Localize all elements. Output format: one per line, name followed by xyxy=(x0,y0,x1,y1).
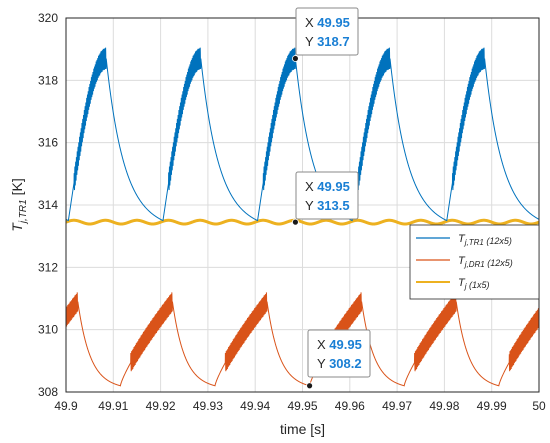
y-tick-label: 310 xyxy=(38,323,58,337)
legend-entry: Tj,DR1 (12x5) xyxy=(458,255,513,269)
y-axis-label-unit: [K] xyxy=(9,178,25,199)
x-tick-label: 49.94 xyxy=(240,399,270,413)
y-tick-label: 318 xyxy=(38,73,58,87)
y-tick-label: 320 xyxy=(38,11,58,25)
y-tick-label: 314 xyxy=(38,198,58,212)
datatip-marker xyxy=(292,55,299,62)
datatip-box xyxy=(295,171,359,220)
y-axis-label: Tj,TR1 [K] xyxy=(9,178,29,231)
datatip-marker xyxy=(292,218,299,226)
y-tick-labels: 308 310 312 314 316 318 320 xyxy=(38,11,58,399)
series-layer xyxy=(65,47,540,387)
y-tick-label: 308 xyxy=(38,385,58,399)
x-tick-label: 49.92 xyxy=(146,399,176,413)
y-axis-label-sub: j,TR1 xyxy=(18,199,29,225)
series-line-tj xyxy=(65,218,540,226)
x-tick-label: 49.98 xyxy=(429,399,459,413)
data-tips: X 49.95 Y 318.7 X 49.95 Y 313.5 X 49.95 Y 308… xyxy=(292,7,371,390)
legend-entry: Tj,TR1 (12x5) xyxy=(458,233,512,247)
series-line-tj-dr1 xyxy=(65,292,540,387)
datatip-y: Y 308.2 xyxy=(317,356,362,371)
x-tick-labels: 49.9 49.91 49.92 49.93 49.94 49.95 49.96 49.97 4… xyxy=(54,399,546,413)
y-axis-label-main: T xyxy=(9,222,25,232)
legend-entry: Tj (1x5) xyxy=(458,277,490,291)
legend: Tj,TR1 (12x5) Tj,DR1 (12x5) Tj (1x5) xyxy=(409,224,540,300)
datatip-y: Y 313.5 xyxy=(305,198,350,213)
datatip-y: Y 318.7 xyxy=(305,34,350,49)
x-tick-label: 49.93 xyxy=(193,399,223,413)
x-tick-label: 49.95 xyxy=(287,399,317,413)
series-line-tj-tr1 xyxy=(65,47,540,222)
datatip-box xyxy=(307,329,371,378)
datatip-x: X 49.95 xyxy=(317,337,362,352)
y-tick-label: 312 xyxy=(38,260,58,274)
x-tick-label: 49.97 xyxy=(382,399,412,413)
x-tick-label: 49.96 xyxy=(335,399,365,413)
datatip-x: X 49.95 xyxy=(305,15,350,30)
y-tick-label: 316 xyxy=(38,136,58,150)
legend-box xyxy=(409,224,540,300)
x-tick-label: 49.9 xyxy=(54,399,78,413)
x-tick-label: 49.91 xyxy=(98,399,128,413)
x-tick-label: 49.99 xyxy=(477,399,507,413)
datatip-marker xyxy=(306,382,313,390)
datatip-box xyxy=(295,7,359,56)
datatip-x: X 49.95 xyxy=(305,179,350,194)
x-axis-label: time [s] xyxy=(280,421,325,437)
x-tick-label: 50 xyxy=(532,399,546,413)
